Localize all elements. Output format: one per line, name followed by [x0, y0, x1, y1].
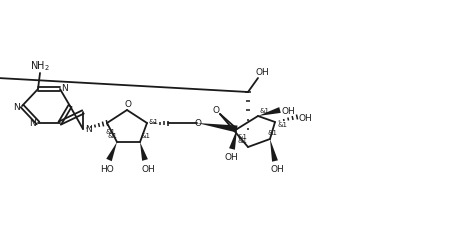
Text: HO: HO: [100, 164, 114, 173]
Text: &1: &1: [237, 133, 247, 139]
Text: OH: OH: [255, 67, 269, 76]
Text: N: N: [84, 125, 92, 134]
Text: O: O: [125, 99, 132, 108]
Text: &1: &1: [238, 137, 248, 143]
Text: OH: OH: [270, 165, 284, 174]
Polygon shape: [229, 129, 237, 150]
Text: O: O: [212, 105, 219, 114]
Text: NH$_2$: NH$_2$: [30, 59, 50, 73]
Text: OH: OH: [298, 113, 312, 122]
Polygon shape: [106, 142, 117, 161]
Text: &1: &1: [148, 118, 158, 124]
Text: &1: &1: [107, 132, 117, 138]
Polygon shape: [270, 139, 278, 162]
Text: OH: OH: [281, 106, 295, 115]
Polygon shape: [197, 123, 237, 133]
Text: &1: &1: [140, 132, 150, 138]
Polygon shape: [258, 108, 281, 116]
Polygon shape: [140, 142, 148, 161]
Text: O: O: [194, 118, 202, 127]
Text: &1: &1: [105, 128, 115, 134]
Text: &1: &1: [277, 121, 287, 127]
Text: N: N: [13, 102, 19, 111]
Text: OH: OH: [141, 164, 155, 173]
Text: &1: &1: [260, 108, 270, 114]
Text: N: N: [29, 119, 35, 128]
Text: &1: &1: [267, 129, 277, 135]
Text: OH: OH: [224, 153, 238, 162]
Text: N: N: [60, 83, 67, 92]
